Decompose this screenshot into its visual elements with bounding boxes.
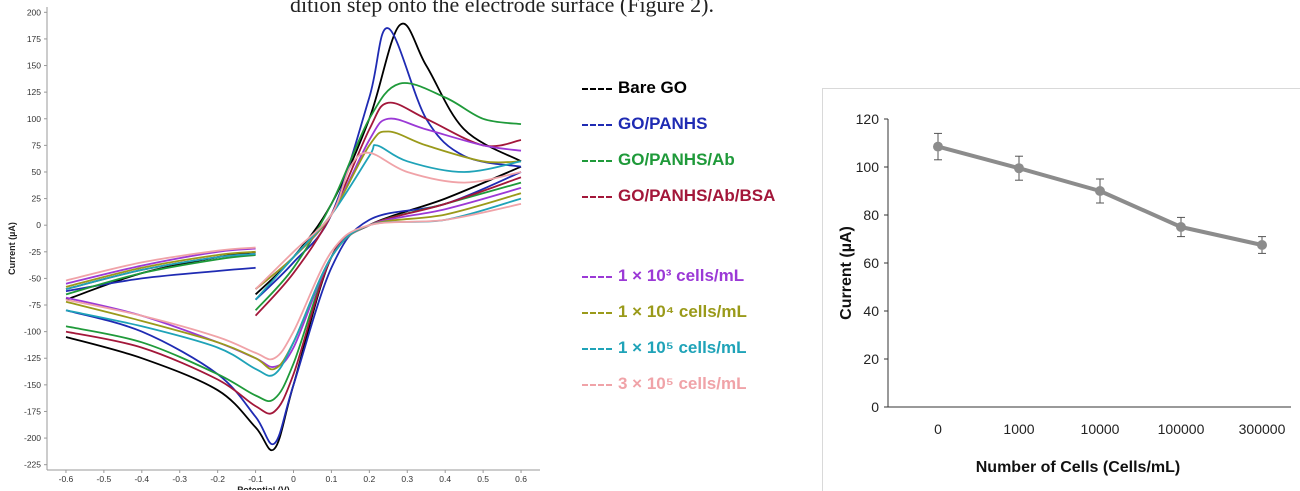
cv-series-3-reverse (65, 176, 522, 415)
cal-x-tick-label: 0 (934, 421, 942, 437)
legend-label: Bare GO (618, 78, 687, 97)
cal-data-point (1257, 240, 1267, 250)
legend-label: GO/PANHS/Ab/BSA (618, 186, 776, 205)
cal-y-axis-label: Current (µA) (838, 226, 855, 320)
legend-label: 1 × 10⁵ cells/mL (618, 338, 747, 357)
cv-x-tick-label: -0.2 (210, 474, 225, 484)
cv-x-tick-label: -0.1 (248, 474, 263, 484)
cv-y-tick-label: -150 (24, 380, 41, 390)
cv-y-tick-label: 75 (32, 140, 42, 150)
legend-swatch (582, 87, 612, 90)
legend-item: GO/PANHS (582, 114, 707, 134)
cv-x-tick-label: -0.6 (59, 474, 74, 484)
cv-y-tick-label: -75 (29, 300, 42, 310)
cv-y-tick-label: 150 (27, 61, 41, 71)
cv-y-tick-label: 125 (27, 87, 41, 97)
cv-x-tick-label: 0.3 (401, 474, 413, 484)
cv-x-axis-label: Potential (V) (237, 485, 290, 490)
cal-data-point (933, 141, 943, 152)
cal-y-tick-label: 80 (863, 207, 879, 223)
cv-series-7-reverse (65, 203, 522, 361)
cv-series-2-left (65, 254, 256, 296)
cal-y-tick-label: 20 (863, 351, 879, 367)
cv-x-tick-label: 0.2 (363, 474, 375, 484)
cal-x-tick-label: 1000 (1003, 421, 1034, 437)
cv-x-tick-label: -0.5 (97, 474, 112, 484)
cv-series-7-forward (254, 151, 522, 290)
legend-label: 1 × 10³ cells/mL (618, 266, 745, 285)
legend-swatch (582, 275, 612, 278)
cv-series-6-forward (254, 144, 522, 301)
legend-swatch (582, 383, 612, 386)
cal-x-tick-label: 100000 (1158, 421, 1205, 437)
calibration-chart: 0 20 40 60 80 100 120 0 1000 10000 100000 300000 Num… (838, 111, 1291, 476)
legend-label: GO/PANHS/Ab (618, 150, 735, 169)
cal-x-axis-label: Number of Cells (Cells/mL) (976, 459, 1180, 476)
legend-swatch (582, 159, 612, 162)
cv-x-tick-label: 0 (291, 474, 296, 484)
calibration-chart-panel: 0 20 40 60 80 100 120 0 1000 10000 100000 300000 Num… (822, 88, 1300, 491)
cv-series-1-forward (254, 27, 522, 301)
cal-y-tick-label: 120 (856, 111, 880, 127)
cv-y-tick-label: -100 (24, 327, 41, 337)
cv-y-axis-label: Current (µA) (7, 222, 17, 275)
cal-data-point (1176, 222, 1186, 232)
legend-swatch (582, 195, 612, 198)
legend-swatch (582, 347, 612, 350)
cv-series-0-reverse (65, 165, 522, 452)
cal-data-point (1014, 163, 1024, 174)
cal-y-tick-label: 100 (856, 159, 880, 175)
cv-x-tick-label: 0.1 (326, 474, 338, 484)
cal-y-tick-label: 0 (871, 399, 879, 415)
cv-series-2-forward (254, 82, 522, 311)
legend-item: 1 × 10⁴ cells/mL (582, 302, 747, 322)
legend-item: GO/PANHS/Ab/BSA (582, 186, 775, 206)
cal-data-point (1095, 186, 1105, 196)
cv-x-tick-label: 0.4 (439, 474, 451, 484)
legend-item: Bare GO (582, 78, 687, 98)
cv-series-3-forward (254, 101, 522, 317)
cv-y-tick-label: 200 (27, 7, 41, 17)
legend-swatch (582, 123, 612, 126)
legend-swatch (582, 311, 612, 314)
cv-x-tick-label: 0.5 (477, 474, 489, 484)
cv-x-tick-label: -0.4 (134, 474, 149, 484)
cv-y-tick-label: -225 (24, 460, 41, 470)
legend-label: GO/PANHS (618, 114, 708, 133)
cal-y-tick-label: 60 (863, 255, 879, 271)
legend-label: 1 × 10⁴ cells/mL (618, 302, 747, 321)
cv-series-5-left (65, 250, 256, 288)
cv-series-6-left (65, 253, 256, 290)
cal-x-tick-label: 10000 (1081, 421, 1120, 437)
legend-item: 3 × 10⁵ cells/mL (582, 374, 746, 394)
cal-y-tick-label: 40 (863, 303, 879, 319)
cv-series-2-reverse (65, 181, 522, 402)
cv-y-tick-label: 100 (27, 114, 41, 124)
cv-y-tick-label: 0 (36, 220, 41, 230)
legend-item: 1 × 10⁵ cells/mL (582, 338, 746, 358)
cv-series-1-reverse (65, 171, 522, 446)
legend-item: 1 × 10³ cells/mL (582, 266, 744, 286)
legend-label: 3 × 10⁵ cells/mL (618, 374, 747, 393)
cv-y-tick-label: 175 (27, 34, 41, 44)
cv-y-tick-label: -50 (29, 273, 42, 283)
cv-y-tick-label: -25 (29, 247, 42, 257)
cv-y-tick-label: 50 (32, 167, 42, 177)
cv-chart: 200 175 150 125 100 75 50 25 0 -25 -50 -75 -100 -125 -… (7, 7, 540, 490)
cv-x-tick-label: 0.6 (515, 474, 527, 484)
page-header-text: dition step onto the electrode surface (… (290, 0, 714, 17)
cv-y-tick-label: -200 (24, 433, 41, 443)
cv-y-tick-label: -125 (24, 353, 41, 363)
cv-series-7-left (65, 246, 256, 282)
cv-x-tick-label: -0.3 (172, 474, 187, 484)
cv-y-tick-label: -175 (24, 406, 41, 416)
cv-y-tick-label: 25 (32, 194, 42, 204)
legend-item: GO/PANHS/Ab (582, 150, 735, 170)
cv-series-0-left (65, 250, 256, 301)
cal-x-tick-label: 300000 (1239, 421, 1286, 437)
